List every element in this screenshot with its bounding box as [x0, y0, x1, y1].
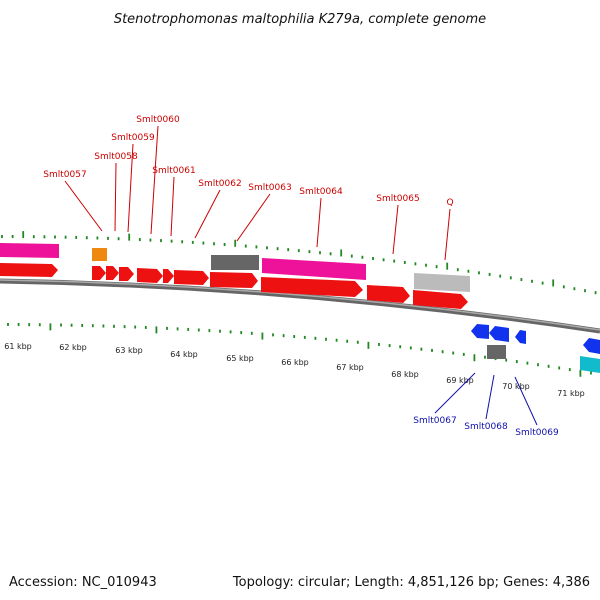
- cds-arrow[interactable]: [92, 266, 106, 280]
- tick-label: 66 kbp: [281, 358, 309, 367]
- gene-label[interactable]: Smlt0064: [299, 187, 343, 197]
- tick-label: 68 kbp: [391, 370, 419, 379]
- gene-leader-line: [236, 193, 271, 242]
- tick-labels: 61 kbp 62 kbp 63 kbp 64 kbp 65 kbp 66 kbp 67 k…: [4, 342, 585, 398]
- gene-leader-line: [194, 189, 221, 239]
- feature-rrna[interactable]: [211, 255, 259, 270]
- tick-label: 71 kbp: [557, 389, 585, 398]
- tick-label: 64 kbp: [170, 350, 198, 359]
- reverse-features: [471, 324, 600, 373]
- gene-label[interactable]: Smlt0068: [464, 422, 508, 432]
- forward-cds-row: [0, 263, 468, 309]
- gene-label[interactable]: Smlt0063: [248, 183, 291, 193]
- gene-leader-line: [444, 208, 451, 261]
- cds-arrow[interactable]: [119, 267, 134, 281]
- gene-label[interactable]: Smlt0065: [376, 194, 419, 204]
- gene-leader-line: [316, 197, 322, 248]
- cds-reverse-arrow[interactable]: [471, 324, 489, 339]
- tick-label: 61 kbp: [4, 342, 32, 351]
- genome-backbone: [0, 278, 600, 334]
- feature-cyan[interactable]: [580, 356, 600, 373]
- cds-arrow[interactable]: [367, 285, 410, 303]
- cds-reverse-arrow[interactable]: [489, 326, 509, 342]
- gene-label[interactable]: Smlt0057: [43, 170, 86, 180]
- cds-arrow[interactable]: [163, 269, 174, 283]
- tick-label: 63 kbp: [115, 346, 143, 355]
- tick-label: 69 kbp: [446, 376, 474, 385]
- gene-leader-line: [170, 176, 175, 237]
- cds-arrow[interactable]: [210, 272, 258, 288]
- accession-text: Accession: NC_010943: [9, 575, 157, 590]
- feature-trna-2[interactable]: [262, 258, 366, 280]
- gene-leader-line: [127, 143, 134, 233]
- gene-label[interactable]: Smlt0058: [94, 152, 138, 162]
- gene-labels: Smlt0057 Smlt0058 Smlt0059 Smlt0060 Smlt0061…: [43, 115, 559, 438]
- genome-backbone-highlight: [0, 279, 600, 331]
- gene-label[interactable]: Smlt0069: [515, 428, 559, 438]
- tick-label: 62 kbp: [59, 343, 87, 352]
- gene-leader-line: [514, 376, 538, 426]
- feature-rrna-reverse[interactable]: [487, 345, 506, 359]
- gene-leader-line: [114, 162, 117, 232]
- cds-reverse-arrow[interactable]: [583, 338, 600, 354]
- outer-tick-row: [1, 231, 597, 295]
- cds-reverse-arrow[interactable]: [515, 330, 526, 344]
- genome-summary: Topology: circular; Length: 4,851,126 bp…: [232, 575, 590, 590]
- feature-trna[interactable]: [0, 243, 59, 258]
- cds-arrow[interactable]: [261, 277, 363, 297]
- cds-arrow[interactable]: [137, 268, 163, 283]
- gene-leader-line: [64, 180, 103, 232]
- gene-label[interactable]: Smlt0061: [152, 166, 195, 176]
- cds-arrow[interactable]: [106, 266, 119, 280]
- map-title: Stenotrophomonas maltophilia K279a, comp…: [114, 12, 486, 27]
- tick-label: 65 kbp: [226, 354, 254, 363]
- gene-leader-line: [150, 125, 159, 235]
- gene-label[interactable]: Smlt0059: [111, 133, 155, 143]
- feature-orange[interactable]: [92, 248, 107, 261]
- gene-label[interactable]: Smlt0062: [198, 179, 241, 189]
- feature-misc[interactable]: [414, 273, 470, 292]
- cds-arrow[interactable]: [413, 290, 468, 309]
- cds-arrow[interactable]: [174, 270, 209, 285]
- cds-arrow[interactable]: [0, 263, 58, 277]
- tick-label: 70 kbp: [502, 382, 530, 391]
- gene-leader-line: [434, 372, 476, 414]
- forward-features-upper: [0, 243, 470, 292]
- gene-leader-line: [392, 204, 399, 255]
- tick-label: 67 kbp: [336, 363, 364, 372]
- gene-label[interactable]: Smlt0060: [136, 115, 180, 125]
- gene-label[interactable]: Q: [446, 198, 453, 208]
- gene-leader-line: [485, 374, 495, 420]
- gene-label[interactable]: Smlt0067: [413, 416, 456, 426]
